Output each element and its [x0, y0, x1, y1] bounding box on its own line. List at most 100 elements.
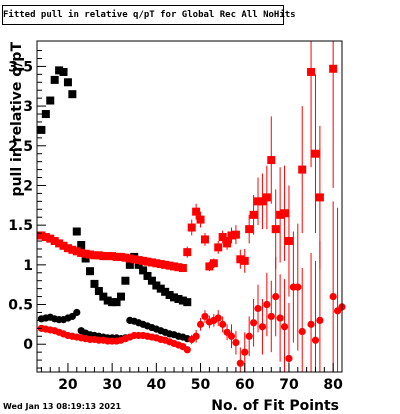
data-point — [116, 292, 125, 301]
data-point — [161, 260, 170, 269]
data-point — [37, 231, 46, 240]
data-point — [72, 247, 81, 256]
data-point — [219, 320, 227, 328]
data-point — [99, 252, 108, 261]
y-tick-label: 1 — [23, 258, 33, 274]
data-point — [152, 259, 161, 268]
series-square-black — [37, 66, 192, 307]
data-point — [63, 78, 72, 87]
data-point — [90, 251, 99, 260]
data-point — [245, 332, 253, 340]
data-point — [307, 67, 316, 76]
data-point — [156, 284, 165, 293]
data-point — [121, 253, 130, 262]
data-point — [285, 354, 293, 363]
x-tick-label: 20 — [58, 377, 78, 393]
data-point — [94, 251, 103, 260]
data-point — [108, 298, 117, 307]
data-point — [329, 64, 338, 73]
data-point — [267, 156, 276, 165]
data-point — [263, 300, 271, 309]
data-point — [116, 252, 125, 261]
data-point — [298, 165, 307, 174]
data-point — [227, 231, 236, 240]
data-point — [165, 261, 174, 270]
data-point — [112, 252, 121, 261]
data-point — [59, 241, 68, 250]
data-point — [170, 262, 179, 271]
data-point — [232, 339, 240, 347]
x-tick-label: 30 — [102, 377, 122, 393]
y-tick-label: 1.5 — [8, 218, 33, 234]
data-point — [267, 312, 275, 321]
y-tick-label: 0 — [23, 337, 33, 353]
data-point — [147, 258, 156, 267]
data-point — [196, 215, 205, 224]
data-point — [311, 336, 320, 344]
data-point — [134, 256, 143, 265]
data-point — [249, 319, 258, 327]
data-point — [258, 197, 267, 206]
y-tick-label: 2 — [23, 178, 33, 194]
data-point — [130, 255, 139, 264]
data-point — [125, 254, 134, 263]
data-point — [41, 110, 50, 119]
data-point — [201, 312, 209, 321]
data-point — [294, 283, 302, 291]
data-point — [125, 260, 134, 269]
data-point — [236, 359, 244, 367]
data-point — [55, 66, 64, 75]
data-point — [272, 292, 280, 301]
data-point — [178, 264, 187, 273]
data-point — [46, 96, 55, 105]
data-point — [307, 320, 315, 328]
data-point — [284, 237, 293, 246]
data-point — [86, 267, 95, 276]
y-tick-label: 3 — [23, 99, 33, 115]
data-point — [81, 254, 90, 263]
data-point — [231, 230, 240, 239]
data-point — [77, 248, 86, 257]
data-point — [94, 287, 103, 296]
data-point — [241, 348, 249, 356]
data-point — [112, 298, 121, 307]
data-point — [72, 227, 81, 236]
data-point — [298, 327, 306, 336]
data-point — [214, 314, 222, 322]
data-point — [227, 332, 236, 340]
data-point — [139, 256, 148, 265]
plot-frame — [36, 40, 343, 373]
data-point — [77, 240, 86, 249]
data-point — [143, 257, 152, 266]
data-point — [205, 262, 214, 271]
series-square-red — [37, 41, 338, 297]
data-point — [63, 244, 72, 253]
data-point — [236, 255, 245, 264]
data-point — [218, 233, 227, 242]
data-point — [81, 249, 90, 258]
data-point — [170, 293, 179, 302]
data-point — [280, 209, 289, 218]
data-point — [311, 149, 320, 158]
data-point — [200, 235, 209, 244]
data-point — [41, 233, 50, 242]
x-tick-label: 60 — [235, 377, 255, 393]
data-point — [156, 260, 165, 269]
data-point — [258, 323, 267, 331]
data-point — [187, 223, 196, 232]
data-point — [183, 298, 192, 307]
data-point — [108, 252, 117, 261]
data-point — [73, 308, 81, 317]
y-tick-label: 0.5 — [8, 298, 33, 314]
data-point — [139, 266, 148, 275]
data-point — [254, 197, 263, 206]
data-point — [276, 210, 285, 219]
x-tick-label: 80 — [323, 377, 343, 393]
data-point — [68, 245, 77, 254]
data-point — [90, 279, 99, 288]
data-point — [249, 210, 258, 219]
data-point — [46, 234, 55, 243]
data-point — [254, 304, 262, 313]
axis-layer: 0 0.5 1 1.5 2 2.5 3 3.5 20 30 40 50 60 70 80 — [8, 40, 343, 393]
data-point — [183, 248, 192, 257]
